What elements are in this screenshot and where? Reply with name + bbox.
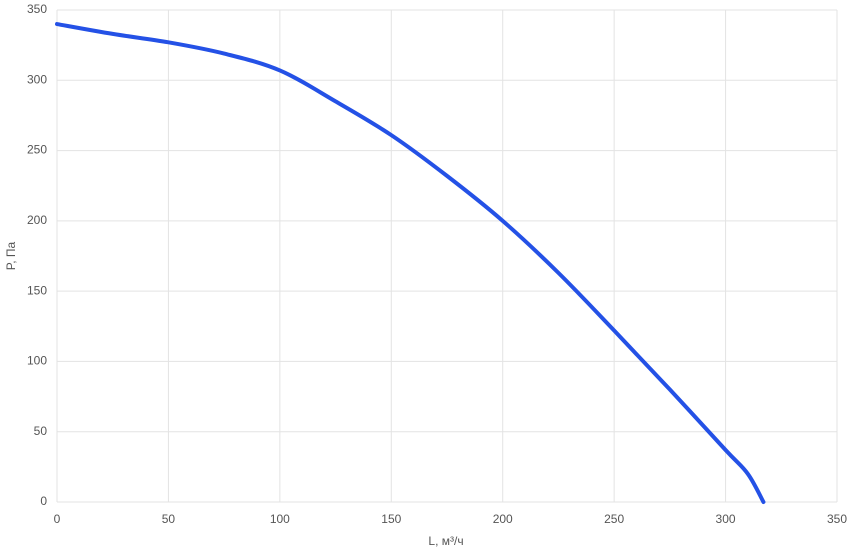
- y-tick-label: 100: [27, 354, 47, 368]
- x-tick-label: 150: [381, 512, 401, 526]
- line-series: [55, 22, 766, 504]
- x-tick-label: 250: [604, 512, 624, 526]
- x-axis-label: L, м³/ч: [428, 534, 463, 548]
- y-tick-label: 300: [27, 72, 47, 86]
- y-tick-label: 350: [27, 2, 47, 16]
- x-tick-label: 350: [827, 512, 847, 526]
- y-axis-label: P, Па: [4, 241, 18, 270]
- y-tick-label: 200: [27, 213, 47, 227]
- y-tick-label: 50: [34, 424, 48, 438]
- y-tick-label: 250: [27, 143, 47, 157]
- x-tick-label: 50: [162, 512, 176, 526]
- x-tick-label: 200: [493, 512, 513, 526]
- y-tick-label: 0: [40, 494, 47, 508]
- x-tick-label: 300: [716, 512, 736, 526]
- y-tick-label: 150: [27, 283, 47, 297]
- x-tick-label: 0: [54, 512, 61, 526]
- x-tick-label: 100: [270, 512, 290, 526]
